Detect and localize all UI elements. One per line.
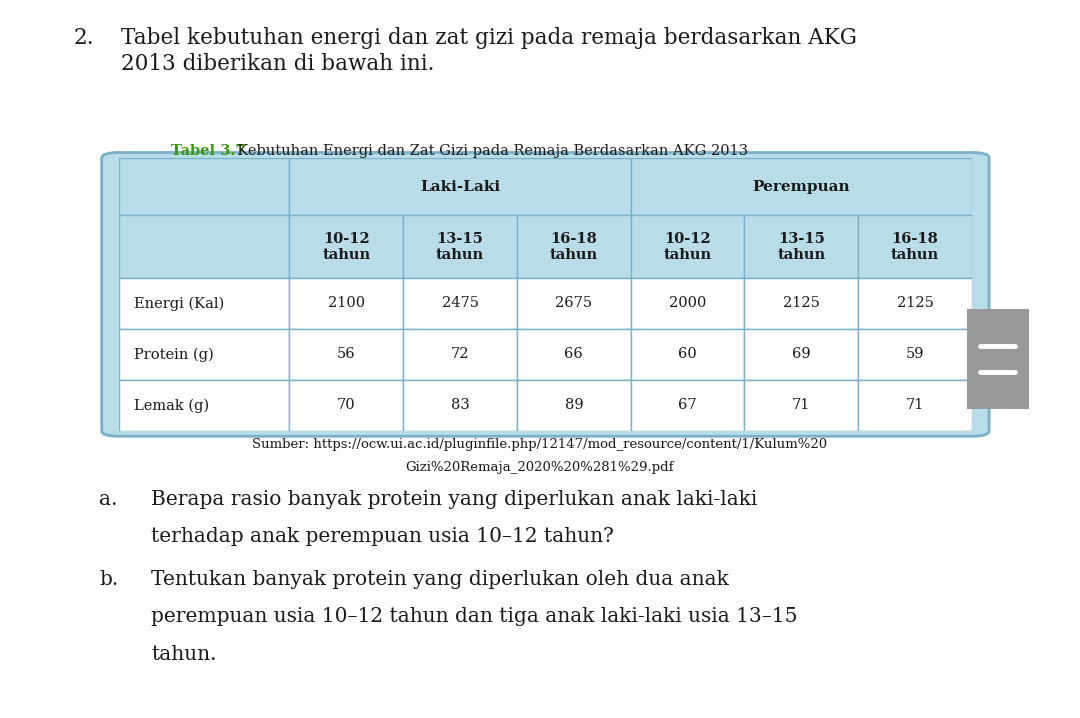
Text: Berapa rasio banyak protein yang diperlukan anak laki-laki: Berapa rasio banyak protein yang diperlu… <box>151 490 757 508</box>
Bar <box>403 329 517 380</box>
Text: 2.: 2. <box>73 27 94 50</box>
Text: b.: b. <box>99 570 119 589</box>
Text: 89: 89 <box>565 398 583 412</box>
Bar <box>744 380 859 431</box>
Bar <box>119 380 289 431</box>
Text: 2125: 2125 <box>783 297 820 310</box>
Bar <box>744 329 859 380</box>
Bar <box>403 380 517 431</box>
Text: 13-15
tahun: 13-15 tahun <box>778 231 825 262</box>
Text: 67: 67 <box>678 398 697 412</box>
Bar <box>289 215 403 278</box>
Bar <box>631 158 972 215</box>
Text: 71: 71 <box>906 398 924 412</box>
Bar <box>517 380 631 431</box>
Text: Laki-Laki: Laki-Laki <box>420 180 500 194</box>
Bar <box>517 215 631 278</box>
Bar <box>631 329 744 380</box>
Text: 71: 71 <box>792 398 811 412</box>
Bar <box>119 215 289 278</box>
Bar <box>403 278 517 329</box>
Text: 66: 66 <box>565 348 583 361</box>
Text: Tentukan banyak protein yang diperlukan oleh dua anak: Tentukan banyak protein yang diperlukan … <box>151 570 729 589</box>
Bar <box>119 329 289 380</box>
Text: Kebutuhan Energi dan Zat Gizi pada Remaja Berdasarkan AKG 2013: Kebutuhan Energi dan Zat Gizi pada Remaj… <box>228 144 748 157</box>
Text: 10-12
tahun: 10-12 tahun <box>663 231 712 262</box>
Bar <box>744 215 859 278</box>
Bar <box>289 329 403 380</box>
Bar <box>289 278 403 329</box>
Bar <box>119 158 289 215</box>
Text: 72: 72 <box>450 348 470 361</box>
Text: 69: 69 <box>792 348 811 361</box>
Bar <box>631 380 744 431</box>
Bar <box>289 158 631 215</box>
Text: perempuan usia 10–12 tahun dan tiga anak laki-laki usia 13–15: perempuan usia 10–12 tahun dan tiga anak… <box>151 607 798 626</box>
Text: 70: 70 <box>337 398 355 412</box>
Text: 56: 56 <box>337 348 355 361</box>
Text: Perempuan: Perempuan <box>753 180 850 194</box>
Text: 83: 83 <box>450 398 470 412</box>
Text: 60: 60 <box>678 348 697 361</box>
Bar <box>859 329 972 380</box>
Text: Gizi%20Remaja_2020%20%281%29.pdf: Gizi%20Remaja_2020%20%281%29.pdf <box>406 461 674 474</box>
Bar <box>859 380 972 431</box>
Text: Lemak (g): Lemak (g) <box>134 398 210 413</box>
Text: 16-18
tahun: 16-18 tahun <box>891 231 940 262</box>
Text: 13-15
tahun: 13-15 tahun <box>436 231 484 262</box>
Text: 2475: 2475 <box>442 297 478 310</box>
Text: tahun.: tahun. <box>151 645 217 663</box>
Text: Protein (g): Protein (g) <box>134 348 214 362</box>
Bar <box>631 278 744 329</box>
Text: terhadap anak perempuan usia 10–12 tahun?: terhadap anak perempuan usia 10–12 tahun… <box>151 527 615 546</box>
Text: 2675: 2675 <box>555 297 593 310</box>
Text: 2125: 2125 <box>896 297 933 310</box>
Text: 2000: 2000 <box>669 297 706 310</box>
Text: Energi (Kal): Energi (Kal) <box>134 297 225 311</box>
FancyBboxPatch shape <box>958 294 1038 424</box>
Text: 59: 59 <box>906 348 924 361</box>
Bar <box>859 278 972 329</box>
FancyBboxPatch shape <box>102 152 989 437</box>
Bar <box>403 215 517 278</box>
Bar <box>517 278 631 329</box>
Bar <box>119 278 289 329</box>
Text: 2100: 2100 <box>327 297 365 310</box>
Bar <box>744 278 859 329</box>
Bar <box>289 380 403 431</box>
Bar <box>859 215 972 278</box>
Text: a.: a. <box>99 490 118 508</box>
Bar <box>631 215 744 278</box>
Text: Tabel kebutuhan energi dan zat gizi pada remaja berdasarkan AKG
2013 diberikan d: Tabel kebutuhan energi dan zat gizi pada… <box>121 27 856 75</box>
Text: Sumber: https://ocw.ui.ac.id/pluginfile.php/12147/mod_resource/content/1/Kulum%2: Sumber: https://ocw.ui.ac.id/pluginfile.… <box>253 438 827 451</box>
Bar <box>517 329 631 380</box>
Text: 16-18
tahun: 16-18 tahun <box>550 231 598 262</box>
Text: 10-12
tahun: 10-12 tahun <box>322 231 370 262</box>
Text: Tabel 3.7: Tabel 3.7 <box>171 144 245 157</box>
